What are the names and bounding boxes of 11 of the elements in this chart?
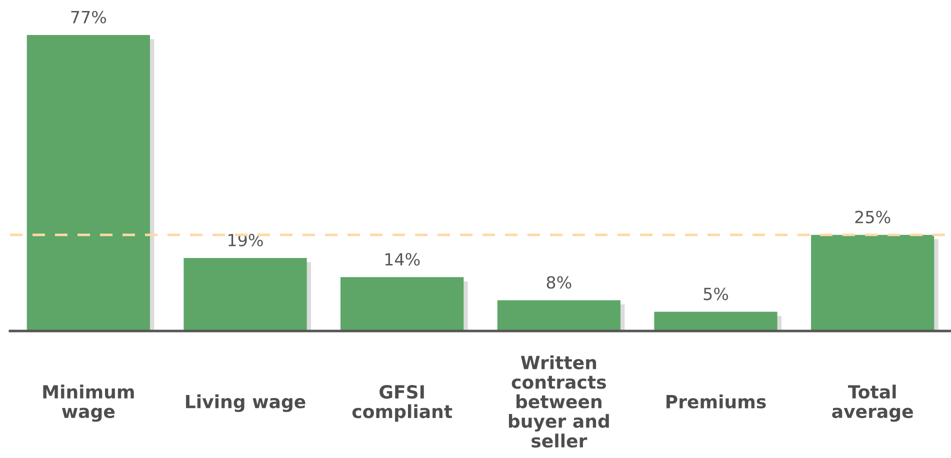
data-label: 8% (546, 276, 572, 289)
data-label: 25% (855, 210, 890, 224)
x-tick-label: Total average (832, 384, 913, 422)
x-tick-label: Living wage (186, 394, 306, 412)
data-label: 77% (71, 10, 106, 24)
x-tick-label: Premiums (666, 394, 766, 408)
x-tick-label: GFSI compliant (352, 385, 452, 422)
data-label: 5% (704, 288, 728, 300)
x-tick-label: Minimum wage (43, 384, 134, 422)
data-label: 14% (385, 253, 420, 266)
x-tick-label: Written contracts between buyer and seller (508, 355, 609, 448)
